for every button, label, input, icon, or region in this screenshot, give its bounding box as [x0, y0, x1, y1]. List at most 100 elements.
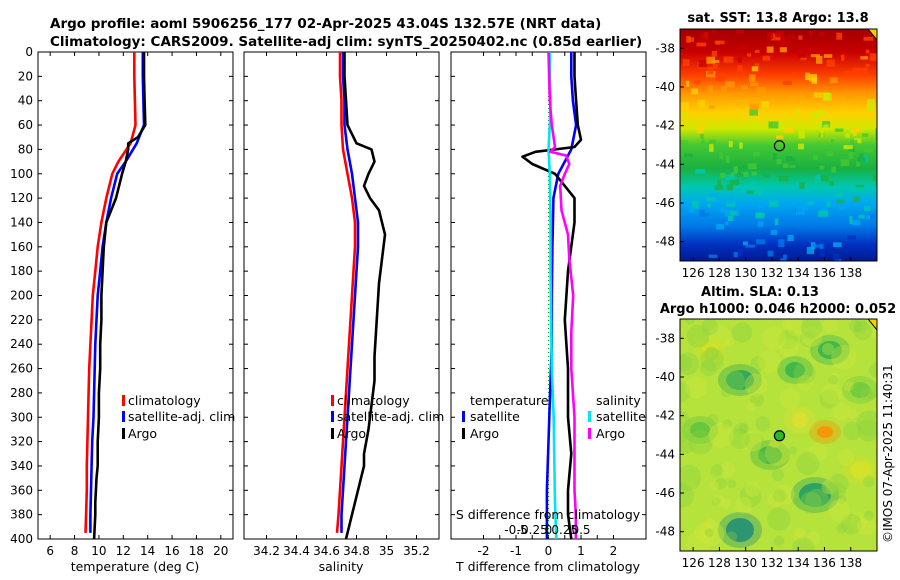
- sst-pixel: [836, 199, 845, 204]
- difference-legend: temperature satellite Argo salinity sate…: [462, 393, 646, 441]
- sst-pixel: [719, 151, 723, 160]
- map-x-tick-label: 126: [682, 556, 705, 570]
- sla-pixel: [822, 343, 835, 355]
- temperature-xlabel: temperature (deg C): [71, 559, 200, 574]
- sst-pixel: [755, 213, 765, 218]
- difference-xlabel-top: S difference from climatology: [456, 507, 641, 522]
- x-tick-label: -2: [478, 544, 490, 558]
- sst-pixel: [770, 229, 778, 235]
- sst-pixel: [792, 72, 797, 76]
- sst-pixel: [801, 202, 809, 211]
- sst-pixel: [735, 109, 744, 115]
- sst-pixel: [780, 258, 787, 261]
- sst-pixel: [725, 81, 735, 88]
- series-satellite-adj-clim: [340, 52, 360, 533]
- sla-map-axes: 126 128 130 132 134 136 138 -38 -40 -42 -44 -46 -48: [655, 331, 862, 570]
- sla-pixel: [710, 464, 723, 477]
- map-y-tick-label: -42: [655, 119, 675, 133]
- depth-tick-label: 220: [10, 313, 33, 327]
- sla-pixel: [680, 434, 697, 454]
- sst-pixel: [795, 182, 800, 186]
- sla-pixel: [694, 522, 715, 544]
- map-y-tick-label: -46: [655, 196, 675, 210]
- sst-pixel: [811, 77, 818, 84]
- sst-pixel: [700, 134, 704, 140]
- sst-pixel: [720, 172, 726, 179]
- depth-tick-label: 240: [10, 337, 33, 351]
- series-salinity-argo: [547, 51, 578, 539]
- sst-pixel: [845, 133, 850, 138]
- sst-pixel: [763, 173, 770, 178]
- sst-pixel: [834, 128, 844, 132]
- sst-pixel: [872, 173, 877, 182]
- sst-pixel: [848, 151, 853, 160]
- sla-pixel: [700, 359, 717, 377]
- map-y-tick-label: -48: [655, 525, 675, 539]
- sst-pixel: [728, 215, 734, 221]
- sst-pixel: [786, 41, 791, 47]
- sst-pixel: [747, 53, 752, 57]
- sst-pixel: [826, 59, 835, 67]
- sst-pixel: [813, 92, 823, 99]
- figure-title-line1: Argo profile: aoml 5906256_177 02-Apr-20…: [50, 16, 601, 32]
- sla-pixel: [700, 347, 724, 372]
- sst-pixel: [843, 145, 853, 150]
- depth-tick-label: 60: [18, 118, 33, 132]
- sla-anomaly: [690, 422, 710, 438]
- sla-pixel: [775, 484, 795, 505]
- sst-pixel: [691, 201, 699, 209]
- sst-pixel: [747, 190, 757, 194]
- sst-pixel: [696, 44, 702, 48]
- sla-anomaly: [818, 341, 842, 359]
- sst-pixel: [708, 85, 713, 93]
- sla-anomaly: [817, 426, 833, 438]
- sst-pixel: [733, 251, 738, 258]
- sst-pixel: [737, 65, 743, 72]
- sst-pixel: [867, 99, 875, 106]
- sst-pixel: [875, 181, 877, 186]
- sst-pixel: [709, 144, 714, 152]
- sla-anomaly: [702, 343, 718, 357]
- sst-pixel: [863, 36, 874, 41]
- sla-pixel: [734, 422, 748, 435]
- sst-pixel: [837, 206, 846, 210]
- sst-pixel: [873, 90, 877, 95]
- sla-pixel: [680, 354, 692, 372]
- sst-pixel: [776, 159, 782, 165]
- sla-pixel: [745, 432, 764, 452]
- sla-pixel: [746, 402, 756, 412]
- sla-pixel: [711, 497, 721, 506]
- sst-pixel: [754, 50, 760, 53]
- sst-pixel: [712, 29, 716, 35]
- legend-label-climatology: climatology: [128, 393, 201, 408]
- sst-pixel: [767, 32, 774, 40]
- sst-pixel: [870, 244, 877, 251]
- sst-pixel: [736, 210, 740, 216]
- sla-pixel: [800, 319, 822, 339]
- sla-pixel: [858, 329, 867, 338]
- sst-pixel: [708, 254, 718, 258]
- sst-pixel: [847, 203, 857, 207]
- sla-pixel: [837, 495, 847, 504]
- sst-pixel: [680, 102, 690, 111]
- sla-pixel: [848, 319, 862, 333]
- map-x-tick-label: 134: [787, 556, 810, 570]
- sla-pixel: [781, 319, 793, 331]
- sst-pixel: [691, 88, 698, 95]
- sst-pixel: [822, 92, 830, 101]
- sst-pixel: [858, 214, 865, 219]
- sla-pixel: [734, 497, 752, 514]
- sla-pixel: [704, 346, 719, 361]
- x-tick-label: 20: [213, 544, 228, 558]
- sst-pixel: [865, 64, 870, 67]
- legend-label-temp-argo: Argo: [470, 426, 499, 441]
- sst-pixel: [762, 55, 771, 61]
- sst-pixel: [813, 155, 818, 160]
- depth-tick-label: 100: [10, 167, 33, 181]
- sst-pixel: [731, 91, 741, 97]
- sst-pixel: [711, 51, 718, 57]
- sla-anomaly: [726, 518, 754, 542]
- legend-swatch-satellite: [122, 411, 125, 422]
- map-y-tick-label: -38: [655, 41, 675, 55]
- sla-pixel: [847, 408, 858, 420]
